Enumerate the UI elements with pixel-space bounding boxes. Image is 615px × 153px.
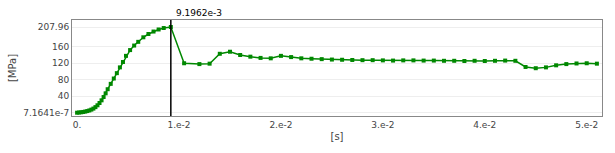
- svg-text:1.e-2: 1.e-2: [167, 120, 190, 130]
- svg-text:0.: 0.: [73, 120, 82, 130]
- svg-text:80: 80: [58, 75, 70, 85]
- svg-text:3.e-2: 3.e-2: [371, 120, 394, 130]
- svg-text:[MPa]: [MPa]: [7, 54, 18, 82]
- svg-text:207.96: 207.96: [38, 22, 70, 32]
- svg-text:2.e-2: 2.e-2: [269, 120, 292, 130]
- svg-text:[s]: [s]: [330, 131, 343, 142]
- svg-text:120: 120: [52, 58, 69, 68]
- svg-text:160: 160: [52, 42, 69, 52]
- svg-text:5.e-2: 5.e-2: [575, 120, 598, 130]
- svg-text:9.1962e-3: 9.1962e-3: [176, 8, 222, 18]
- svg-text:40: 40: [58, 91, 70, 101]
- svg-text:7.1641e-7: 7.1641e-7: [23, 108, 69, 118]
- svg-text:4.e-2: 4.e-2: [473, 120, 496, 130]
